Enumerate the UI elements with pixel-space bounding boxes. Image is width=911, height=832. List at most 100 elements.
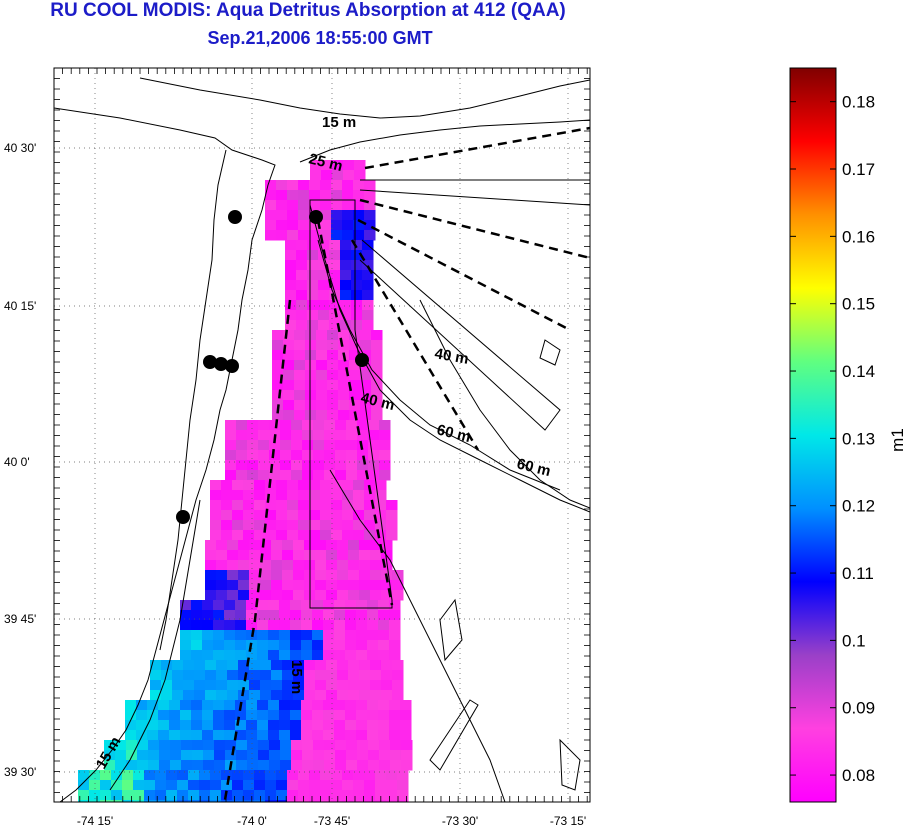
absorption-pixel (320, 210, 332, 221)
absorption-pixel (104, 740, 116, 751)
absorption-pixel (125, 710, 137, 721)
absorption-pixel (305, 370, 317, 381)
absorption-pixel (216, 690, 228, 701)
absorption-pixel (258, 420, 270, 431)
absorption-pixel (280, 760, 292, 771)
absorption-pixel (326, 540, 338, 551)
absorption-pixel (401, 760, 413, 771)
absorption-pixel (216, 670, 228, 681)
absorption-pixel (326, 690, 338, 701)
absorption-pixel (180, 640, 192, 651)
absorption-pixel (293, 580, 305, 591)
absorption-pixel (180, 710, 192, 721)
sampling-region-outline (309, 199, 393, 609)
absorption-pixel (265, 220, 277, 231)
absorption-pixel (269, 470, 281, 481)
absorption-pixel (353, 230, 365, 241)
absorption-pixel (389, 610, 401, 621)
colorbar-tick-label: 0.12 (842, 497, 875, 516)
absorption-pixel (260, 550, 272, 561)
absorption-pixel (346, 430, 358, 441)
absorption-pixel (202, 730, 214, 741)
absorption-pixel (236, 450, 248, 461)
absorption-pixel (191, 730, 203, 741)
absorption-pixel (257, 620, 269, 631)
absorption-pixel (199, 790, 211, 801)
absorption-pixel (294, 410, 306, 421)
absorption-pixel (360, 330, 372, 341)
absorption-pixel (235, 620, 247, 631)
absorption-pixel (370, 570, 382, 581)
absorption-pixel (357, 460, 369, 471)
absorption-pixel (269, 750, 281, 761)
absorption-pixel (359, 550, 371, 561)
absorption-pixel (357, 750, 369, 761)
absorption-pixel (338, 380, 350, 391)
absorption-pixel (318, 240, 330, 251)
absorption-pixel (283, 390, 295, 401)
absorption-pixel (298, 220, 310, 231)
absorption-pixel (166, 800, 178, 802)
absorption-pixel (301, 730, 313, 741)
absorption-pixel (294, 340, 306, 351)
absorption-pixel (320, 770, 332, 781)
transect-line-6 (223, 299, 292, 801)
absorption-pixel (235, 650, 247, 661)
absorption-pixel (309, 500, 321, 511)
absorption-pixel (238, 690, 250, 701)
absorption-pixel (296, 280, 308, 291)
absorption-pixel (290, 640, 302, 651)
absorption-pixel (307, 260, 319, 271)
absorption-pixel (353, 220, 365, 231)
absorption-pixel (232, 790, 244, 801)
absorption-pixel (342, 480, 354, 491)
absorption-pixel (359, 580, 371, 591)
absorption-pixel (337, 550, 349, 561)
absorption-pixel (342, 510, 354, 521)
absorption-pixel (321, 170, 333, 181)
station-marker (203, 355, 217, 369)
map-panel: 15 m 25 m 40 m 40 m 60 m 60 m 15 m 15 m … (4, 67, 591, 828)
absorption-pixel (312, 650, 324, 661)
absorption-pixel (147, 710, 159, 721)
absorption-pixel (298, 180, 310, 191)
absorption-pixel (180, 620, 192, 631)
absorption-pixel (260, 580, 272, 591)
absorption-pixel (364, 490, 376, 501)
contour-hudson-canyon-2 (317, 239, 561, 491)
absorption-pixel (375, 770, 387, 781)
absorption-pixel (381, 590, 393, 601)
absorption-pixel (386, 500, 398, 511)
absorption-pixel (279, 710, 291, 721)
colorbar-tick-label: 0.18 (842, 93, 875, 112)
absorption-pixel (381, 580, 393, 591)
x-tick-label: -73 15' (550, 814, 586, 828)
absorption-pixel (378, 600, 390, 611)
absorption-pixel (357, 740, 369, 751)
absorption-pixel (287, 780, 299, 791)
absorption-pixel (276, 180, 288, 191)
absorption-pixel (282, 690, 294, 701)
absorption-pixel (136, 700, 148, 711)
depth-label: 15 m (322, 114, 356, 131)
absorption-pixel (302, 460, 314, 471)
absorption-pixel (144, 770, 156, 781)
absorption-pixel (225, 440, 237, 451)
absorption-pixel (346, 460, 358, 471)
absorption-pixel (150, 680, 162, 691)
absorption-pixel (202, 610, 214, 621)
absorption-pixel (342, 500, 354, 511)
absorption-pixel (379, 450, 391, 461)
absorption-pixel (272, 330, 284, 341)
absorption-pixel (320, 200, 332, 211)
absorption-pixel (257, 610, 269, 621)
absorption-pixel (254, 520, 266, 531)
absorption-pixel (316, 340, 328, 351)
y-tick-label: 40 0' (4, 455, 30, 469)
absorption-pixel (348, 570, 360, 581)
absorption-pixel (337, 590, 349, 601)
absorption-pixel (257, 630, 269, 641)
absorption-pixel (368, 420, 380, 431)
absorption-pixel (348, 690, 360, 701)
absorption-pixel (298, 480, 310, 491)
